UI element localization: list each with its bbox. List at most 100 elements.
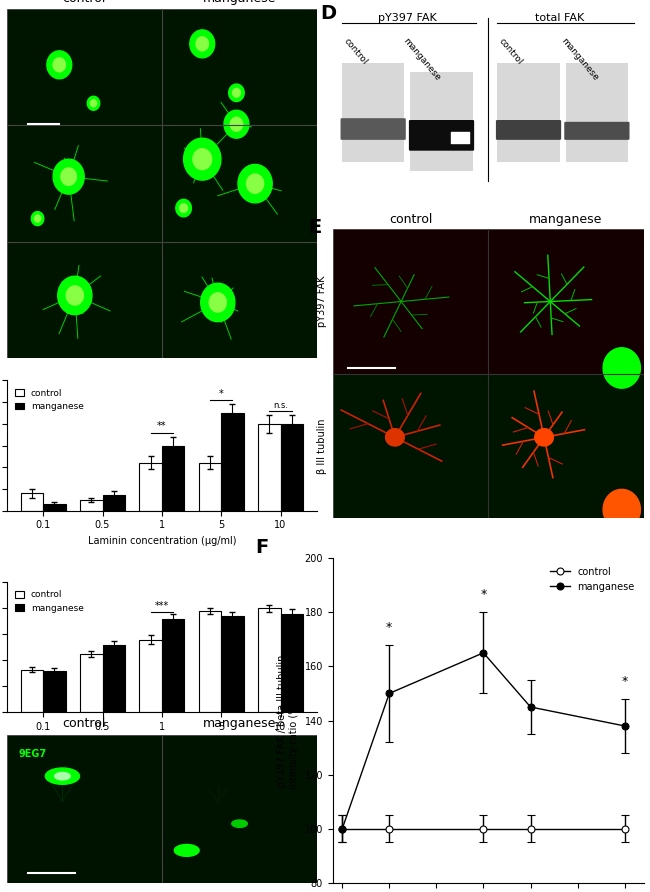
Polygon shape <box>246 174 264 194</box>
Legend: control, manganese: control, manganese <box>11 385 87 415</box>
Bar <box>258 608 281 713</box>
Bar <box>21 670 43 713</box>
Polygon shape <box>233 88 240 97</box>
Polygon shape <box>209 293 226 312</box>
Bar <box>139 463 162 510</box>
Legend: control, manganese: control, manganese <box>11 587 87 616</box>
X-axis label: Laminin concentration (μg/ml): Laminin concentration (μg/ml) <box>88 536 236 546</box>
Bar <box>333 374 488 518</box>
Text: pY397 FAK: pY397 FAK <box>378 12 437 22</box>
Text: ***: *** <box>155 601 169 611</box>
Bar <box>162 9 317 126</box>
Bar <box>6 242 162 359</box>
Text: n.s.: n.s. <box>273 401 288 409</box>
Polygon shape <box>603 348 640 388</box>
Text: *: * <box>386 621 393 634</box>
Legend: control, manganese: control, manganese <box>547 563 639 596</box>
Polygon shape <box>46 768 79 784</box>
Text: manganese: manganese <box>203 717 276 731</box>
Bar <box>139 640 162 713</box>
Polygon shape <box>603 490 640 530</box>
Bar <box>221 616 244 713</box>
Polygon shape <box>385 429 404 446</box>
Bar <box>162 242 317 359</box>
Bar <box>103 495 125 510</box>
Text: 9EG7: 9EG7 <box>19 749 47 759</box>
Bar <box>199 611 221 713</box>
Text: *: * <box>621 675 628 688</box>
Bar <box>80 500 103 510</box>
Text: control: control <box>62 717 106 731</box>
Bar <box>43 504 66 510</box>
Polygon shape <box>53 159 84 194</box>
Bar <box>43 671 66 713</box>
Polygon shape <box>174 845 199 856</box>
FancyBboxPatch shape <box>341 119 406 140</box>
Bar <box>199 463 221 510</box>
Text: β III tubulin: β III tubulin <box>317 418 326 474</box>
Text: total FAK: total FAK <box>535 12 584 22</box>
Polygon shape <box>58 277 92 315</box>
X-axis label: Laminin concentration (μg/ml): Laminin concentration (μg/ml) <box>88 738 236 747</box>
Bar <box>566 63 628 162</box>
Text: **: ** <box>157 421 166 432</box>
Bar <box>488 374 644 518</box>
Polygon shape <box>87 96 99 111</box>
Bar <box>6 9 162 126</box>
Bar <box>162 735 317 883</box>
Text: F: F <box>255 539 268 558</box>
Text: control: control <box>62 0 106 5</box>
Text: control: control <box>389 213 432 227</box>
Polygon shape <box>34 215 41 222</box>
Bar <box>497 63 560 162</box>
Bar <box>281 424 303 510</box>
Polygon shape <box>31 211 44 226</box>
Bar <box>488 229 644 374</box>
Text: *: * <box>219 389 224 399</box>
Bar <box>162 126 317 242</box>
Text: manganese: manganese <box>203 0 276 5</box>
Bar <box>6 126 162 242</box>
Text: pY397 FAK: pY397 FAK <box>317 276 326 327</box>
Bar <box>21 493 43 510</box>
Polygon shape <box>184 138 221 180</box>
Bar <box>258 424 281 510</box>
Bar <box>221 413 244 510</box>
Polygon shape <box>230 117 242 131</box>
FancyBboxPatch shape <box>564 122 629 140</box>
Polygon shape <box>61 168 77 186</box>
Bar <box>410 72 473 171</box>
Polygon shape <box>196 37 209 51</box>
Bar <box>80 654 103 713</box>
Polygon shape <box>193 149 212 169</box>
Text: E: E <box>308 218 321 236</box>
FancyBboxPatch shape <box>409 120 474 151</box>
Polygon shape <box>53 58 66 72</box>
FancyBboxPatch shape <box>496 120 561 140</box>
Polygon shape <box>176 199 191 217</box>
Bar <box>333 229 488 374</box>
Text: control: control <box>497 36 525 66</box>
Bar <box>342 63 404 162</box>
Text: manganese: manganese <box>529 213 603 227</box>
Polygon shape <box>66 285 83 305</box>
Polygon shape <box>90 100 97 107</box>
Polygon shape <box>180 203 187 212</box>
Text: D: D <box>320 4 337 22</box>
Bar <box>162 446 185 510</box>
Text: control: control <box>342 36 369 66</box>
Polygon shape <box>238 164 272 202</box>
Y-axis label: pY397 FAK / beta III tubulin
intensity ratio (% of control): pY397 FAK / beta III tubulin intensity r… <box>278 652 299 789</box>
Bar <box>281 614 303 713</box>
Polygon shape <box>190 30 214 58</box>
Polygon shape <box>201 284 235 322</box>
Bar <box>103 645 125 713</box>
Polygon shape <box>232 820 247 828</box>
Text: manganese: manganese <box>560 36 601 82</box>
Polygon shape <box>535 429 553 446</box>
Polygon shape <box>47 51 72 78</box>
Polygon shape <box>55 772 70 780</box>
Polygon shape <box>224 111 249 138</box>
Bar <box>162 619 185 713</box>
Text: manganese: manganese <box>401 36 442 82</box>
